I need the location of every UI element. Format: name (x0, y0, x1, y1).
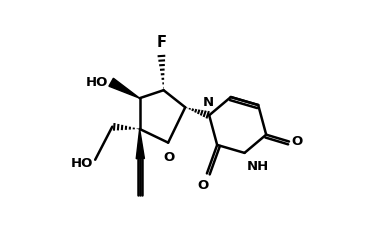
Text: N: N (203, 96, 214, 109)
Text: O: O (164, 150, 175, 163)
Text: O: O (291, 134, 303, 147)
Text: HO: HO (86, 75, 108, 88)
Text: HO: HO (70, 156, 93, 169)
Polygon shape (109, 79, 140, 99)
Text: F: F (156, 35, 166, 49)
Polygon shape (136, 129, 144, 159)
Text: NH: NH (247, 160, 269, 173)
Text: O: O (198, 178, 209, 191)
